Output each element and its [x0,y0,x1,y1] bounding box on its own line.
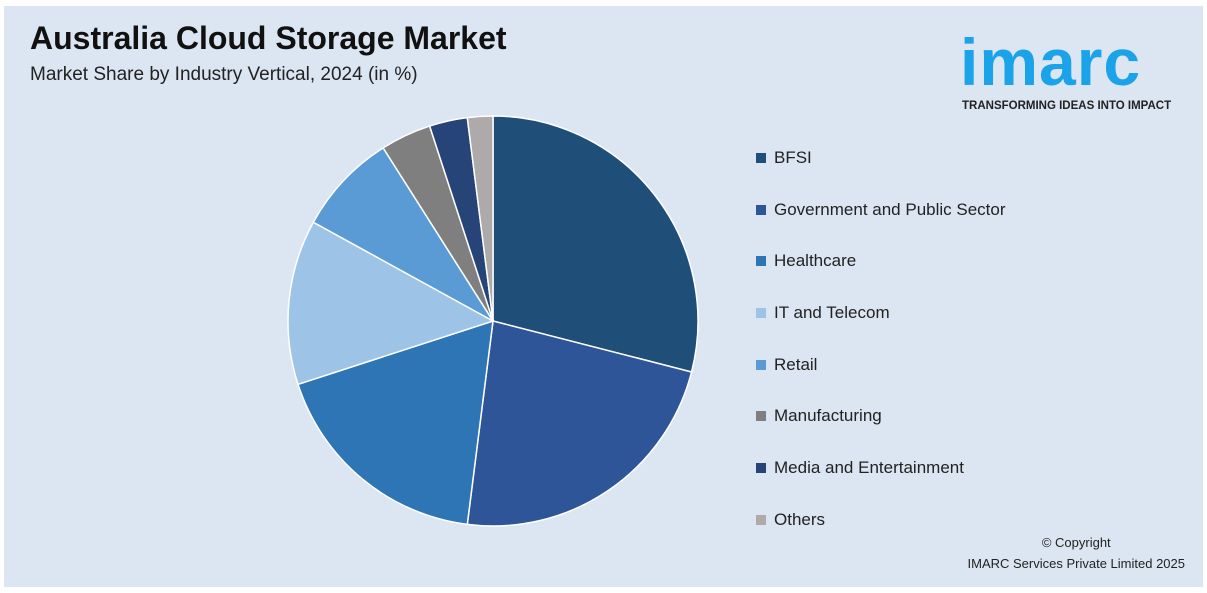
pie-slice-retail [312,146,494,322]
legend-item: Media and Entertainment [756,442,1006,494]
legend-item: Manufacturing [756,390,1006,442]
chart-subtitle: Market Share by Industry Vertical, 2024 … [30,64,418,85]
legend-swatch [756,462,766,473]
legend-label: Media and Entertainment [774,457,964,477]
legend-label: IT and Telecom [774,302,890,322]
imarc-logo: imarc TRANSFORMING IDEAS INTO IMPACT [960,14,1195,124]
legend-swatch [756,152,766,163]
pie-slice-healthcare [297,319,494,526]
legend-swatch [756,307,766,318]
copyright-line2: IMARC Services Private Limited 2025 [967,556,1185,571]
legend-label: Healthcare [774,251,857,271]
legend-item: Government and Public Sector [756,184,1006,236]
legend-label: Retail [774,354,818,374]
legend-label: BFSI [774,147,812,167]
legend-item: Retail [756,339,1006,391]
chart-title: Australia Cloud Storage Market [30,20,507,56]
legend-item: Healthcare [756,235,1006,287]
legend-swatch [756,359,766,370]
pie-slice-government-and-public-sector [466,320,693,527]
logo-tagline: TRANSFORMING IDEAS INTO IMPACT [962,100,1172,112]
legend-swatch [756,411,766,422]
legend-label: Others [774,509,826,529]
legend-swatch [756,204,766,215]
pie-slice-bfsi [492,115,699,373]
logo-wordmark: imarc [960,25,1142,99]
pie-slice-it-and-telecom [287,221,495,386]
legend: BFSI Government and Public Sector Healthca… [756,132,1006,546]
legend-swatch [756,256,766,267]
legend-item: Others [756,494,1006,546]
copyright-line1: © Copyright [1041,535,1111,550]
legend-item: IT and Telecom [756,287,1006,339]
legend-label: Government and Public Sector [774,199,1006,219]
copyright: © Copyright IMARC Services Private Limit… [968,532,1185,574]
legend-swatch [756,514,766,525]
legend-label: Manufacturing [774,406,882,426]
pie-slice-others [466,115,494,322]
legend-item: BFSI [756,132,1006,184]
